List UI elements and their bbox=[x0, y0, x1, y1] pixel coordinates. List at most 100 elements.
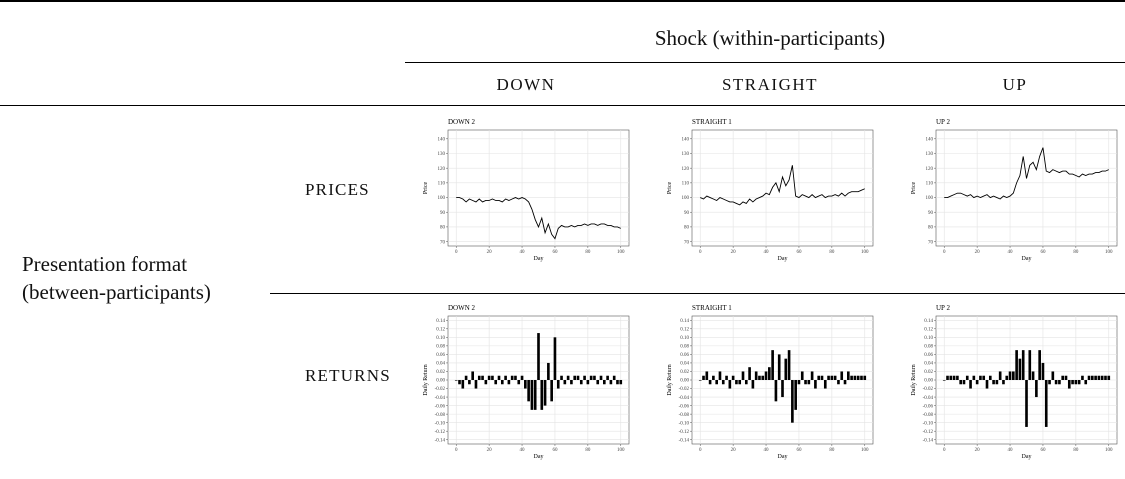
y-tick-label: -0.04 bbox=[435, 396, 446, 401]
y-tick-label: 120 bbox=[926, 167, 934, 172]
return-bar bbox=[540, 380, 544, 410]
x-axis-label: Day bbox=[534, 256, 544, 262]
y-tick-label: 90 bbox=[928, 211, 934, 216]
y-tick-label: 140 bbox=[926, 138, 934, 143]
return-bar bbox=[705, 371, 709, 380]
y-axis-label: Daily Return bbox=[667, 364, 673, 395]
x-tick-label: 20 bbox=[975, 250, 981, 255]
return-bar bbox=[481, 375, 484, 380]
return-bar bbox=[1100, 375, 1104, 380]
return-bar bbox=[504, 375, 507, 380]
chart-title: UP 2 bbox=[936, 118, 950, 126]
return-bar bbox=[612, 375, 616, 380]
y-tick-label: 70 bbox=[440, 240, 446, 245]
y-tick-label: 0.12 bbox=[680, 328, 689, 333]
return-bar bbox=[715, 380, 718, 385]
return-bar bbox=[820, 375, 824, 380]
y-axis-label: Daily Return bbox=[911, 364, 917, 395]
return-bar bbox=[1091, 375, 1094, 380]
return-bar bbox=[579, 380, 583, 385]
return-bar bbox=[1012, 371, 1015, 380]
x-axis-label: Day bbox=[778, 256, 788, 262]
x-tick-label: 0 bbox=[699, 448, 702, 453]
y-tick-label: 0.00 bbox=[924, 379, 933, 384]
y-tick-label: 0.10 bbox=[680, 336, 689, 341]
y-tick-label: 0.08 bbox=[436, 345, 445, 350]
y-tick-label: 110 bbox=[438, 182, 446, 187]
return-bar bbox=[982, 375, 986, 380]
return-bar bbox=[530, 380, 534, 410]
return-bar bbox=[962, 380, 966, 385]
return-bar bbox=[744, 380, 748, 385]
x-tick-label: 40 bbox=[1008, 250, 1014, 255]
x-tick-label: 100 bbox=[1105, 250, 1113, 255]
y-tick-label: 90 bbox=[440, 211, 446, 216]
return-bar bbox=[1035, 380, 1038, 398]
return-bar bbox=[942, 380, 946, 381]
return-bar bbox=[837, 380, 840, 385]
return-bar bbox=[698, 380, 702, 381]
return-bar bbox=[603, 380, 606, 385]
return-bar bbox=[761, 375, 765, 380]
return-bar bbox=[725, 375, 728, 380]
x-tick-label: 60 bbox=[796, 448, 802, 453]
return-bar bbox=[853, 375, 857, 380]
return-bar bbox=[543, 380, 547, 406]
return-bar bbox=[563, 380, 567, 385]
return-bar bbox=[533, 380, 537, 410]
x-axis-label: Day bbox=[778, 454, 788, 460]
return-bar bbox=[1107, 375, 1111, 380]
return-bar bbox=[975, 380, 979, 385]
return-bar bbox=[784, 358, 788, 380]
return-bar bbox=[510, 375, 514, 380]
x-tick-label: 20 bbox=[731, 448, 737, 453]
return-bar bbox=[471, 371, 474, 380]
x-tick-label: 40 bbox=[520, 448, 526, 453]
y-axis-label: Price bbox=[911, 181, 917, 194]
return-bar bbox=[1044, 380, 1048, 427]
y-tick-label: -0.12 bbox=[435, 430, 446, 435]
chart-title: UP 2 bbox=[936, 304, 950, 312]
y-tick-label: -0.10 bbox=[923, 421, 934, 426]
return-bar bbox=[464, 375, 468, 380]
y-tick-label: -0.08 bbox=[923, 413, 934, 418]
row-group-label: Presentation format (between-participant… bbox=[22, 252, 211, 304]
return-bar bbox=[972, 375, 976, 380]
column-label: UP bbox=[1002, 75, 1028, 94]
return-bar bbox=[721, 380, 725, 385]
return-bar bbox=[817, 375, 821, 380]
y-axis-label: Price bbox=[423, 181, 429, 194]
price-line bbox=[456, 197, 621, 240]
return-bar bbox=[514, 375, 517, 380]
return-bar bbox=[979, 375, 982, 380]
return-bar bbox=[487, 375, 491, 380]
return-bar bbox=[474, 380, 478, 389]
chart: DOWN 2 0 20 40 60 80 100 0.14 0.12 0.10 0.08 0.06 0.… bbox=[423, 304, 630, 460]
x-tick-label: 40 bbox=[1008, 448, 1014, 453]
return-bar bbox=[843, 380, 847, 385]
return-bar bbox=[497, 375, 501, 380]
x-tick-label: 40 bbox=[520, 250, 526, 255]
x-tick-label: 60 bbox=[796, 250, 802, 255]
return-bar bbox=[616, 380, 619, 385]
return-bar bbox=[952, 375, 956, 380]
header-title: Shock (within-participants) bbox=[654, 26, 886, 50]
x-tick-label: 100 bbox=[617, 448, 625, 453]
return-bar bbox=[946, 375, 949, 380]
chart-title: STRAIGHT 1 bbox=[692, 304, 732, 312]
plot-area bbox=[447, 129, 630, 247]
y-tick-label: -0.14 bbox=[435, 438, 446, 443]
return-bar bbox=[1002, 380, 1005, 385]
return-bar bbox=[1008, 371, 1012, 380]
y-tick-label: 0.10 bbox=[924, 336, 933, 341]
return-bar bbox=[458, 380, 461, 385]
y-tick-label: 90 bbox=[684, 211, 690, 216]
y-tick-label: -0.04 bbox=[679, 396, 690, 401]
price-line bbox=[700, 165, 865, 206]
y-tick-label: -0.02 bbox=[923, 387, 934, 392]
y-tick-label: 0.08 bbox=[680, 345, 689, 350]
y-tick-label: 0.06 bbox=[680, 353, 689, 358]
return-bar bbox=[1067, 380, 1071, 389]
return-bar bbox=[1051, 371, 1055, 380]
return-bar bbox=[754, 371, 758, 380]
